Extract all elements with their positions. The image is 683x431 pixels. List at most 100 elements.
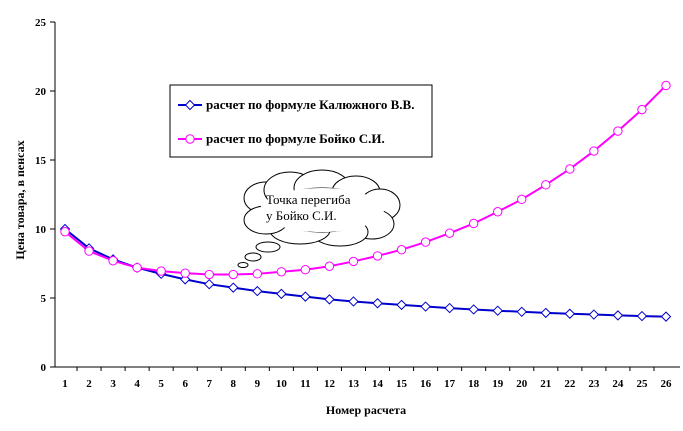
data-point xyxy=(613,126,623,136)
data-point xyxy=(589,146,599,156)
x-tick-label: 23 xyxy=(588,378,600,390)
callout-line-1: Точка перегиба xyxy=(266,192,351,207)
data-point xyxy=(660,311,672,322)
x-tick-label: 1 xyxy=(62,378,68,390)
data-point xyxy=(84,246,94,256)
data-point xyxy=(565,164,575,174)
x-tick-label: 5 xyxy=(158,378,164,390)
callout-cloud-fill xyxy=(260,188,384,232)
data-point xyxy=(516,306,527,318)
data-point xyxy=(276,267,287,277)
series-line xyxy=(64,228,667,318)
data-point xyxy=(228,269,238,280)
data-point xyxy=(180,268,190,278)
data-point xyxy=(540,307,552,319)
callout-bubble xyxy=(255,241,281,253)
x-tick-label: 24 xyxy=(612,378,624,390)
y-axis-title: Цена товара, в пенсах xyxy=(13,140,27,259)
data-point xyxy=(60,227,70,237)
data-point xyxy=(204,269,214,280)
data-point xyxy=(637,104,647,115)
data-point xyxy=(493,207,503,217)
data-point xyxy=(204,278,215,290)
data-point xyxy=(300,265,311,275)
legend-marker xyxy=(184,99,196,111)
data-point xyxy=(588,309,600,320)
series-layer xyxy=(59,80,672,322)
x-tick-label: 11 xyxy=(300,378,310,390)
data-point xyxy=(468,304,479,315)
x-tick-label: 12 xyxy=(324,378,336,390)
legend-label: расчет по формуле Калюжного В.В. xyxy=(206,97,414,112)
data-point xyxy=(444,302,455,314)
legend: расчет по формуле Калюжного В.В. расчет п… xyxy=(169,84,433,158)
data-point xyxy=(396,299,407,311)
x-tick-label: 19 xyxy=(492,378,504,390)
y-tick-label: 0 xyxy=(41,362,47,374)
x-tick-label: 2 xyxy=(86,378,92,390)
y-tick-label: 5 xyxy=(41,293,47,305)
x-tick-label: 9 xyxy=(255,378,261,390)
data-point xyxy=(132,262,142,273)
data-point xyxy=(468,218,479,229)
data-point xyxy=(252,285,263,297)
data-point xyxy=(564,308,576,319)
x-tick-label: 15 xyxy=(396,378,408,390)
y-tick-label: 20 xyxy=(35,86,47,98)
callout-line-2: у Бойко С.И. xyxy=(266,208,337,223)
x-tick-label: 10 xyxy=(276,378,288,390)
data-point xyxy=(348,256,359,267)
x-tick-label: 7 xyxy=(206,378,212,390)
data-point xyxy=(348,296,359,307)
x-tick-label: 3 xyxy=(110,378,116,390)
data-point xyxy=(636,310,648,322)
x-tick-label: 14 xyxy=(372,378,384,390)
legend-label: расчет по формуле Бойко С.И. xyxy=(206,131,385,146)
x-tick-label: 26 xyxy=(661,378,673,390)
legend-box xyxy=(169,84,433,158)
y-tick-label: 15 xyxy=(35,155,47,167)
data-point xyxy=(612,310,624,321)
x-tick-label: 17 xyxy=(444,378,456,390)
x-tick-label: 8 xyxy=(231,378,237,390)
data-point xyxy=(541,180,551,190)
x-tick-label: 6 xyxy=(182,378,188,390)
data-point xyxy=(396,245,407,255)
data-point xyxy=(108,256,118,266)
data-point xyxy=(324,294,335,305)
callout-bubble xyxy=(237,262,249,268)
x-tick-label: 16 xyxy=(420,378,432,390)
y-tick-label: 10 xyxy=(35,224,47,236)
callout-bubble xyxy=(244,252,262,262)
data-point xyxy=(252,269,263,279)
data-point xyxy=(444,228,455,238)
data-point xyxy=(420,301,431,312)
x-tick-label: 25 xyxy=(636,378,648,390)
legend-marker xyxy=(185,134,195,144)
data-point xyxy=(420,237,431,247)
data-point xyxy=(228,282,239,293)
series-2 xyxy=(60,80,671,280)
data-point xyxy=(372,298,383,309)
x-tick-label: 22 xyxy=(564,378,576,390)
data-point xyxy=(276,288,287,300)
x-tick-label: 20 xyxy=(516,378,528,390)
data-point xyxy=(372,251,383,261)
x-tick-label: 13 xyxy=(348,378,360,390)
y-tick-label: 25 xyxy=(35,17,47,29)
x-tick-label: 21 xyxy=(540,378,551,390)
x-tick-label: 4 xyxy=(134,378,140,390)
x-axis-title: Номер расчета xyxy=(326,403,406,417)
data-point xyxy=(300,291,311,302)
data-point xyxy=(492,305,503,316)
series-1 xyxy=(59,223,672,322)
data-point xyxy=(156,266,166,276)
data-point xyxy=(517,194,527,205)
data-point xyxy=(324,261,335,271)
data-point xyxy=(661,80,671,91)
x-tick-label: 18 xyxy=(468,378,480,390)
